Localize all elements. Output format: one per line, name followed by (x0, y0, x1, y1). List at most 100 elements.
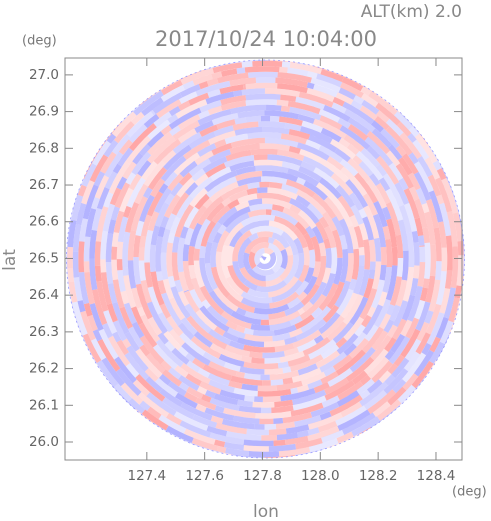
echo-segment (335, 92, 354, 105)
echo-segment (362, 216, 375, 241)
echo-segment (211, 112, 239, 126)
echo-segment (318, 157, 350, 183)
echo-segment (277, 361, 289, 369)
echo-segment (258, 121, 286, 129)
echo-segment (323, 196, 344, 222)
echo-segment (320, 68, 344, 82)
echo-segment (199, 257, 214, 294)
echo-segment (435, 261, 442, 281)
echo-segment (229, 230, 244, 248)
echo-segment (330, 138, 357, 160)
echo-segment (240, 297, 270, 309)
echo-segment (131, 151, 152, 176)
echo-segment (206, 78, 219, 87)
echo-segment (340, 166, 368, 197)
echo-segment (264, 357, 281, 364)
echo-segment (376, 110, 390, 123)
echo-segment (233, 415, 260, 425)
echo-segment (371, 128, 392, 148)
echo-segment (79, 218, 89, 242)
echo-segment (240, 291, 273, 304)
echo-segment (270, 379, 284, 386)
echo-segment (276, 99, 289, 107)
echo-segment (267, 154, 303, 167)
echo-segment (127, 230, 137, 261)
echo-segment (385, 265, 398, 301)
echo-segment (297, 209, 317, 230)
echo-segment (285, 424, 310, 434)
echo-segment (363, 205, 380, 239)
echo-segment (429, 341, 445, 364)
echo-segment (112, 163, 122, 174)
echo-segment (461, 276, 465, 293)
echo-segment (303, 232, 315, 251)
echo-segment (335, 288, 354, 316)
echo-segment (186, 315, 214, 342)
echo-segment (186, 386, 204, 400)
echo-segment (337, 380, 364, 401)
echo-segment (417, 261, 426, 287)
echo-segment (146, 406, 162, 420)
echo-segment (219, 389, 245, 401)
echo-segment (376, 399, 402, 421)
echo-segment (368, 239, 376, 262)
echo-segment (97, 338, 121, 372)
echo-segment (260, 255, 267, 261)
echo-segment (321, 267, 332, 284)
echo-segment (313, 167, 340, 189)
echo-segment (348, 192, 364, 211)
echo-segment (386, 218, 398, 248)
echo-segment (146, 131, 165, 148)
echo-segment (192, 357, 206, 369)
echo-segment (241, 383, 258, 392)
echo-segment (318, 177, 342, 200)
echo-segment (379, 264, 387, 281)
echo-segment (441, 177, 459, 214)
echo-segment (96, 360, 119, 388)
echo-segment (106, 133, 117, 144)
echo-segment (225, 431, 262, 441)
echo-segment (415, 332, 431, 355)
echo-segment (407, 133, 417, 143)
echo-segment (183, 139, 211, 160)
echo-segment (183, 428, 216, 445)
echo-segment (327, 321, 348, 342)
echo-segment (324, 377, 349, 395)
echo-segment (414, 217, 424, 237)
echo-segment (303, 180, 328, 201)
echo-segment (280, 105, 291, 113)
echo-segment (83, 302, 93, 317)
echo-segment (184, 303, 212, 334)
echo-segment (288, 327, 303, 338)
echo-segment (173, 152, 201, 176)
echo-segment (347, 157, 371, 183)
echo-segment (307, 379, 323, 390)
altitude-label: ALT(km) 2.0 (361, 2, 462, 22)
echo-segment (254, 247, 266, 266)
echo-segment (264, 137, 299, 148)
echo-segment (202, 351, 226, 367)
echo-segment (162, 278, 175, 300)
echo-segment (318, 145, 344, 164)
echo-segment (237, 193, 258, 205)
echo-segment (104, 171, 118, 190)
echo-segment (235, 371, 245, 379)
echo-segment (237, 399, 253, 408)
echo-segment (122, 161, 137, 180)
echo-segment (201, 394, 212, 403)
echo-segment (188, 264, 197, 280)
echo-segment (169, 216, 181, 235)
echo-segment (246, 187, 258, 196)
echo-segment (140, 314, 161, 343)
echo-segment (139, 143, 151, 157)
echo-segment (358, 208, 368, 219)
echo-segment (134, 183, 149, 205)
y-tick-label: 26.2 (29, 361, 59, 377)
echo-segment (392, 318, 407, 340)
echo-segment (199, 124, 219, 137)
echo-segment (209, 397, 240, 411)
echo-segment (294, 415, 322, 428)
echo-segment (452, 212, 463, 242)
echo-segment (115, 368, 142, 396)
echo-segment (267, 242, 283, 273)
